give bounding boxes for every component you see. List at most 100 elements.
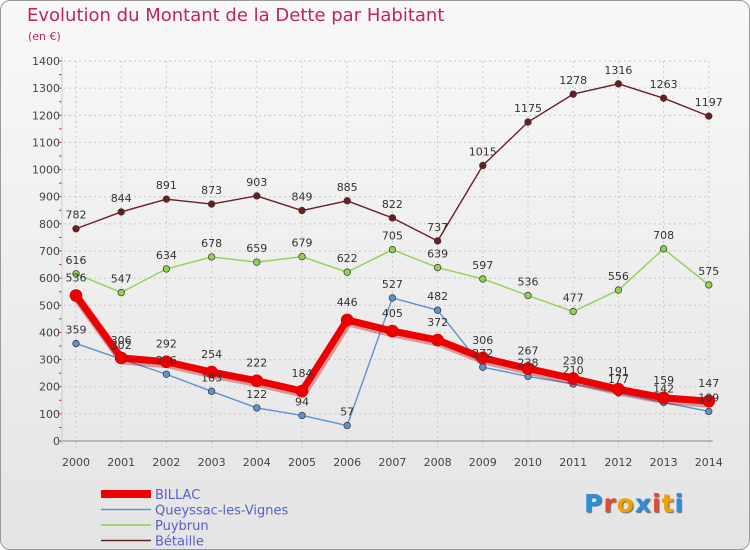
- data-label-queyssac-les-vignes: 359: [66, 324, 87, 337]
- data-label-betaille: 737: [427, 221, 448, 234]
- data-point-billac: [205, 365, 218, 379]
- y-tick-label: 200: [39, 381, 60, 394]
- data-point-billac: [431, 333, 444, 347]
- data-label-billac: 184: [292, 367, 313, 380]
- logo-letter: i: [652, 489, 662, 518]
- logo-letter: i: [674, 489, 685, 518]
- data-label-queyssac-les-vignes: 122: [246, 388, 267, 401]
- data-point-betaille: [569, 90, 577, 98]
- data-label-billac: 159: [653, 374, 674, 387]
- legend-label-billac: BILLAC: [155, 488, 200, 503]
- data-label-puybrun: 622: [337, 252, 358, 265]
- data-label-betaille: 1263: [650, 78, 678, 91]
- data-point-billac: [566, 372, 580, 385]
- data-point-queyssac-les-vignes: [388, 294, 397, 302]
- data-point-billac: [386, 324, 399, 338]
- x-tick-label: 2014: [695, 456, 723, 469]
- y-tick-label: 400: [39, 326, 60, 339]
- data-label-queyssac-les-vignes: 57: [340, 406, 354, 419]
- legend-label-queyssac-les-vignes: Queyssac-les-Vignes: [155, 504, 289, 519]
- data-label-betaille: 844: [111, 192, 132, 205]
- data-label-betaille: 1197: [695, 96, 723, 109]
- data-point-billac: [657, 391, 670, 405]
- data-label-puybrun: 639: [427, 248, 448, 261]
- logo-letter: o: [616, 489, 635, 518]
- data-point-puybrun: [253, 258, 261, 266]
- data-label-billac: 191: [608, 365, 629, 378]
- data-point-betaille: [524, 118, 532, 126]
- x-tick-label: 2009: [469, 456, 497, 469]
- y-tick-label: 1200: [32, 109, 60, 122]
- x-tick-label: 2000: [62, 456, 90, 469]
- data-label-queyssac-les-vignes: 177: [608, 373, 629, 386]
- y-tick-label: 300: [39, 354, 60, 367]
- chart-title: Evolution du Montant de la Dette par Hab…: [27, 5, 445, 26]
- data-label-billac: 405: [382, 307, 403, 320]
- data-label-betaille: 885: [337, 181, 358, 194]
- y-tick-label: 1000: [32, 164, 60, 177]
- data-point-billac: [295, 384, 309, 398]
- data-label-puybrun: 597: [472, 259, 493, 272]
- data-label-betaille: 849: [292, 191, 313, 204]
- data-label-billac: 292: [156, 338, 177, 351]
- data-label-queyssac-les-vignes: 109: [698, 391, 719, 404]
- data-point-puybrun: [659, 245, 668, 253]
- data-point-puybrun: [207, 253, 216, 261]
- data-point-betaille: [388, 214, 397, 222]
- data-point-betaille: [117, 208, 125, 216]
- data-point-betaille: [298, 206, 306, 215]
- data-label-queyssac-les-vignes: 210: [563, 364, 584, 377]
- y-tick-label: 500: [39, 299, 60, 312]
- data-point-billac: [340, 313, 354, 327]
- data-label-puybrun: 616: [66, 254, 87, 267]
- data-point-puybrun: [479, 275, 487, 283]
- proxiti-logo: Proxiti: [584, 489, 684, 518]
- y-tick-label: 600: [39, 272, 60, 285]
- data-label-betaille: 782: [66, 209, 87, 222]
- data-point-queyssac-les-vignes: [72, 339, 80, 348]
- data-label-puybrun: 547: [111, 273, 132, 286]
- data-point-puybrun: [614, 286, 623, 294]
- data-point-queyssac-les-vignes: [298, 411, 306, 420]
- data-label-puybrun: 708: [653, 229, 674, 242]
- legend-label-betaille: Bétaille: [155, 535, 204, 550]
- data-label-puybrun: 536: [518, 276, 539, 289]
- data-point-queyssac-les-vignes: [343, 421, 351, 430]
- data-point-puybrun: [433, 263, 442, 272]
- data-label-billac: 536: [66, 272, 87, 285]
- data-point-puybrun: [343, 268, 351, 276]
- data-label-betaille: 1175: [514, 102, 542, 115]
- data-label-billac: 446: [337, 296, 358, 309]
- data-label-billac: 372: [427, 316, 448, 329]
- data-point-queyssac-les-vignes: [207, 387, 216, 395]
- data-label-puybrun: 634: [156, 249, 177, 262]
- data-point-betaille: [479, 161, 487, 170]
- data-label-queyssac-les-vignes: 246: [156, 354, 177, 367]
- legend-label-puybrun: Puybrun: [155, 519, 209, 534]
- data-point-puybrun: [524, 291, 532, 300]
- data-label-puybrun: 477: [563, 292, 584, 305]
- logo-letter: r: [603, 489, 617, 518]
- data-labels: 782 844 891 873 903 849 885 822 737 1015 1175 1278 1…: [66, 64, 723, 419]
- y-tick-label: 900: [39, 191, 60, 204]
- y-tick-label: 700: [39, 245, 60, 258]
- data-label-queyssac-les-vignes: 94: [295, 395, 309, 408]
- data-point-queyssac-les-vignes: [433, 306, 442, 314]
- data-label-billac: 306: [472, 334, 493, 347]
- y-tick-label: 1300: [32, 82, 60, 95]
- x-tick-label: 2010: [514, 456, 542, 469]
- y-tick-label: 0: [53, 435, 60, 448]
- logo-letter: x: [634, 489, 652, 518]
- x-tick-label: 2003: [198, 456, 226, 469]
- data-point-queyssac-les-vignes: [705, 407, 713, 416]
- data-point-puybrun: [569, 307, 577, 316]
- data-label-puybrun: 556: [608, 270, 629, 283]
- chart-unit-label: (en €): [28, 30, 61, 43]
- data-point-queyssac-les-vignes: [253, 404, 261, 412]
- data-label-betaille: 903: [246, 176, 267, 189]
- data-label-betaille: 1278: [559, 74, 587, 87]
- data-label-betaille: 822: [382, 198, 403, 211]
- data-label-betaille: 1316: [604, 64, 632, 77]
- data-point-billac: [114, 351, 128, 365]
